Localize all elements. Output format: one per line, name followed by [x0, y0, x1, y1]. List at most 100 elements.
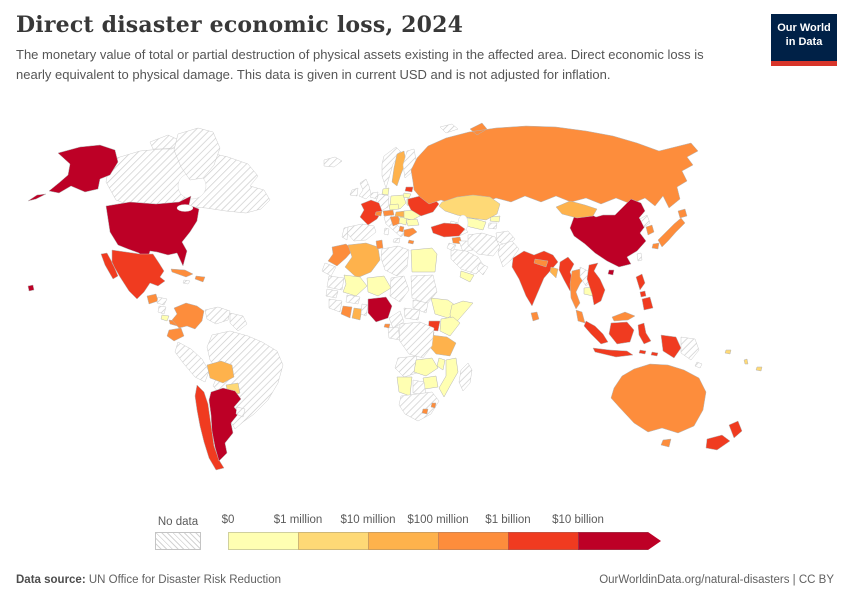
country-turkey[interactable] — [430, 222, 466, 238]
country-oman[interactable] — [476, 262, 489, 276]
country-ecuador[interactable] — [166, 327, 185, 342]
country-lithuania[interactable] — [402, 192, 412, 199]
country-western-sahara[interactable] — [321, 262, 337, 277]
country-latvia[interactable] — [404, 186, 414, 193]
country-russia[interactable] — [410, 122, 699, 209]
country-south-africa[interactable] — [398, 391, 440, 422]
country-zimbabwe[interactable] — [422, 375, 439, 390]
country-south-sudan[interactable] — [412, 299, 429, 314]
country-united-kingdom[interactable] — [358, 178, 372, 200]
country-senegal[interactable] — [325, 288, 339, 299]
country-guyana[interactable] — [229, 312, 248, 332]
legend-segment[interactable] — [228, 532, 298, 550]
country-south-korea[interactable] — [645, 224, 655, 236]
country-spain[interactable] — [346, 223, 377, 242]
country-mongolia[interactable] — [555, 200, 598, 219]
country-czechia[interactable] — [388, 203, 400, 211]
country-north-korea[interactable] — [639, 214, 651, 228]
country-libya[interactable] — [380, 245, 410, 277]
country-bangladesh[interactable] — [549, 266, 559, 279]
country-papua-new-guinea[interactable] — [680, 336, 703, 369]
country-australia[interactable] — [610, 363, 707, 448]
legend-segment[interactable] — [508, 532, 578, 550]
country-japan[interactable] — [651, 208, 688, 250]
country-guinea[interactable] — [328, 298, 343, 313]
country-honduras[interactable] — [156, 296, 168, 306]
country-new-zealand[interactable] — [705, 420, 743, 451]
country-iceland[interactable] — [323, 156, 343, 168]
footer-link[interactable]: OurWorldinData.org/natural-disasters | C… — [599, 574, 834, 586]
country-nicaragua[interactable] — [157, 305, 167, 315]
country-fiji[interactable] — [755, 366, 763, 372]
country-gabon[interactable] — [387, 326, 401, 341]
country-bolivia[interactable] — [206, 360, 235, 384]
country-angola[interactable] — [394, 355, 421, 378]
country-guatemala[interactable] — [146, 293, 159, 305]
country-nepal[interactable] — [533, 258, 549, 268]
country-iran[interactable] — [467, 232, 501, 257]
country-jamaica[interactable] — [182, 279, 191, 285]
country-indonesia[interactable] — [583, 320, 682, 359]
country-colombia[interactable] — [171, 302, 205, 330]
country-equatorial-guinea[interactable] — [383, 323, 391, 329]
country-benin[interactable] — [360, 303, 369, 317]
country-united-states[interactable] — [27, 144, 200, 292]
country-vanuatu[interactable] — [743, 358, 749, 365]
country-botswana[interactable] — [412, 379, 427, 396]
country-cuba[interactable] — [170, 268, 194, 278]
country-sweden[interactable] — [391, 150, 407, 187]
country-ivory-coast[interactable] — [340, 305, 353, 319]
country-vietnam[interactable] — [586, 262, 606, 306]
country-zambia[interactable] — [413, 357, 439, 377]
country-uruguay[interactable] — [235, 406, 246, 418]
country-eswatini[interactable] — [430, 402, 437, 409]
country-chad[interactable] — [389, 275, 410, 303]
country-peru[interactable] — [174, 341, 210, 383]
country-france[interactable] — [359, 199, 383, 226]
country-ireland[interactable] — [349, 187, 359, 197]
country-taiwan[interactable] — [636, 252, 643, 262]
country-netherlands[interactable] — [369, 191, 379, 200]
country-mozambique[interactable] — [438, 357, 459, 398]
legend-no-data-swatch[interactable] — [155, 532, 201, 550]
country-pakistan[interactable] — [497, 240, 520, 268]
country-albania[interactable] — [398, 225, 405, 233]
country-tunisia[interactable] — [375, 239, 384, 250]
country-mauritania[interactable] — [326, 275, 345, 291]
country-mali[interactable] — [342, 274, 368, 297]
country-central-african-republic[interactable] — [403, 307, 421, 321]
country-venezuela[interactable] — [204, 306, 231, 325]
country-ghana[interactable] — [351, 307, 363, 321]
country-jordan[interactable] — [446, 242, 457, 252]
legend-segment[interactable] — [578, 532, 648, 550]
legend-segment[interactable] — [368, 532, 438, 550]
country-malaysia[interactable] — [575, 309, 636, 324]
country-sri-lanka[interactable] — [530, 311, 540, 322]
country-mexico[interactable] — [100, 249, 166, 300]
country-yemen[interactable] — [459, 270, 475, 283]
country-madagascar[interactable] — [458, 362, 473, 392]
country-burkina-faso[interactable] — [345, 294, 361, 305]
country-greenland[interactable] — [173, 127, 221, 181]
country-kenya[interactable] — [439, 316, 461, 337]
country-switzerland[interactable] — [374, 210, 383, 217]
country-philippines[interactable] — [635, 273, 654, 311]
country-namibia[interactable] — [396, 376, 413, 397]
country-italy[interactable] — [383, 213, 406, 244]
legend-segment[interactable] — [298, 532, 368, 550]
country-egypt[interactable] — [410, 247, 438, 273]
country-denmark[interactable] — [381, 187, 390, 196]
country-austria[interactable] — [382, 209, 395, 217]
country-algeria[interactable] — [344, 242, 381, 279]
country-morocco[interactable] — [327, 243, 354, 267]
country-argentina[interactable] — [208, 387, 242, 462]
country-chile[interactable] — [194, 384, 225, 471]
country-solomon-islands[interactable] — [724, 349, 732, 355]
country-portugal[interactable] — [341, 226, 349, 241]
country-niger[interactable] — [366, 275, 392, 297]
country-kyrgyzstan[interactable] — [489, 215, 501, 223]
country-tajikistan[interactable] — [487, 222, 498, 230]
legend-segment[interactable] — [438, 532, 508, 550]
country-dominican-republic[interactable] — [194, 275, 206, 283]
country-bulgaria[interactable] — [405, 218, 420, 227]
